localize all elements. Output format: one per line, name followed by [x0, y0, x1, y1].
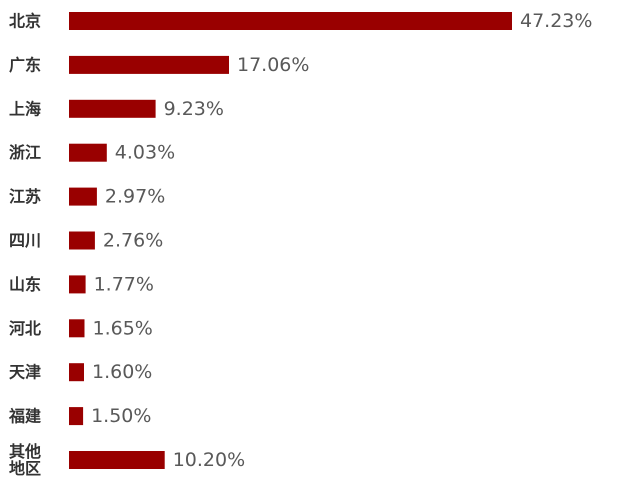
value-label: 9.23%: [164, 98, 224, 120]
category-label: 天津: [9, 363, 41, 382]
category-label: 广东: [9, 55, 41, 74]
value-label: 1.50%: [91, 405, 151, 427]
bar: [69, 231, 95, 250]
category-label: 其他: [9, 442, 41, 461]
value-label: 47.23%: [520, 10, 592, 32]
value-label: 1.77%: [94, 273, 154, 295]
bars-group: [69, 12, 512, 469]
value-label: 17.06%: [237, 54, 309, 76]
value-labels-group: 47.23% 17.06% 9.23% 4.03% 2.97% 2.76% 1.77% 1.6…: [91, 10, 592, 471]
value-label: 2.97%: [105, 186, 165, 208]
category-label: 福建: [8, 407, 41, 426]
bar: [69, 55, 229, 74]
value-label: 4.03%: [115, 142, 175, 164]
category-label: 地区: [9, 459, 41, 478]
bar: [69, 407, 84, 426]
category-label: 上海: [9, 99, 41, 118]
value-label: 1.65%: [93, 317, 153, 339]
category-label: 江苏: [9, 187, 41, 206]
bar: [69, 143, 107, 162]
category-label: 河北: [9, 319, 41, 338]
value-label: 10.20%: [173, 449, 245, 471]
bar: [69, 451, 165, 469]
bar: [69, 99, 156, 118]
bar: [69, 319, 85, 338]
value-label: 1.60%: [92, 361, 152, 383]
category-label: 四川: [9, 231, 41, 250]
bar: [69, 187, 97, 206]
bar: [69, 275, 86, 294]
value-label: 2.76%: [103, 230, 163, 252]
category-label: 北京: [9, 12, 41, 31]
bar: [69, 12, 512, 30]
category-label: 浙江: [9, 143, 41, 162]
category-label: 山东: [9, 275, 41, 294]
bar: [69, 363, 84, 382]
